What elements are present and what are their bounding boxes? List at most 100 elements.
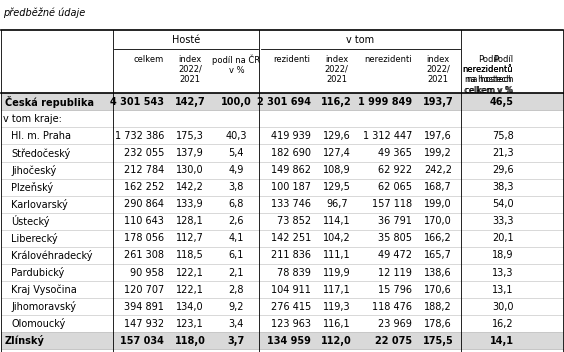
Text: Kraj Vysočina: Kraj Vysočina <box>11 284 77 295</box>
Text: Olomoucký: Olomoucký <box>11 318 65 329</box>
Text: index
2022/
2021: index 2022/ 2021 <box>426 55 450 84</box>
Text: 188,2: 188,2 <box>424 302 452 312</box>
Text: Středočeský: Středočeský <box>11 147 70 158</box>
Text: 3,8: 3,8 <box>228 182 244 192</box>
Text: Česká republika: Česká republika <box>5 96 94 108</box>
Text: 122,1: 122,1 <box>176 268 204 277</box>
Text: 129,6: 129,6 <box>323 131 351 141</box>
Text: 20,1: 20,1 <box>492 233 514 243</box>
Text: 134,0: 134,0 <box>177 302 204 312</box>
Text: 142,7: 142,7 <box>175 97 205 107</box>
Text: 100,0: 100,0 <box>221 97 252 107</box>
Text: 6,1: 6,1 <box>228 251 244 260</box>
Text: 199,2: 199,2 <box>424 148 452 158</box>
Text: 123 963: 123 963 <box>271 319 311 329</box>
Text: Plzeňský: Plzeňský <box>11 182 54 193</box>
Text: 3,4: 3,4 <box>228 319 244 329</box>
Text: nerezidenti: nerezidenti <box>364 55 412 64</box>
Text: 16,2: 16,2 <box>492 319 514 329</box>
Text: 178 056: 178 056 <box>124 233 164 243</box>
Text: 112,0: 112,0 <box>321 336 352 346</box>
Text: 2,1: 2,1 <box>228 268 244 277</box>
Text: Hl. m. Praha: Hl. m. Praha <box>11 131 71 141</box>
Text: 104,2: 104,2 <box>323 233 351 243</box>
Text: 419 939: 419 939 <box>271 131 311 141</box>
Text: 118,0: 118,0 <box>175 336 205 346</box>
Text: 18,9: 18,9 <box>492 251 514 260</box>
Text: 162 252: 162 252 <box>124 182 164 192</box>
Text: 147 932: 147 932 <box>124 319 164 329</box>
Text: 29,6: 29,6 <box>492 165 514 175</box>
Text: 2,8: 2,8 <box>228 285 244 295</box>
Text: 118,5: 118,5 <box>176 251 204 260</box>
Text: 73 852: 73 852 <box>276 216 311 226</box>
Text: rezidenti: rezidenti <box>273 55 310 64</box>
Text: 40,3: 40,3 <box>226 131 247 141</box>
Text: celkem: celkem <box>133 55 164 64</box>
Text: 165,7: 165,7 <box>424 251 452 260</box>
Text: 46,5: 46,5 <box>490 97 514 107</box>
Text: v tom kraje:: v tom kraje: <box>3 114 62 124</box>
Text: 75,8: 75,8 <box>492 131 514 141</box>
Text: 138,6: 138,6 <box>425 268 452 277</box>
Text: 212 784: 212 784 <box>124 165 164 175</box>
Text: 1 732 386: 1 732 386 <box>114 131 164 141</box>
Text: 1 312 447: 1 312 447 <box>363 131 412 141</box>
Text: 142,2: 142,2 <box>176 182 204 192</box>
Text: 4,9: 4,9 <box>228 165 244 175</box>
Text: 170,0: 170,0 <box>424 216 452 226</box>
Text: 114,1: 114,1 <box>323 216 350 226</box>
Text: 122,1: 122,1 <box>176 285 204 295</box>
Text: 157 034: 157 034 <box>120 336 164 346</box>
Text: 14,1: 14,1 <box>490 336 514 346</box>
Text: 168,7: 168,7 <box>424 182 452 192</box>
Text: 9,2: 9,2 <box>228 302 244 312</box>
Text: 96,7: 96,7 <box>326 199 347 209</box>
Text: 242,2: 242,2 <box>424 165 452 175</box>
Text: Zlínský: Zlínský <box>5 335 45 346</box>
Text: 117,1: 117,1 <box>323 285 351 295</box>
Text: Podíl
nerezidentů
na hostech
celkem v %: Podíl nerezidentů na hostech celkem v % <box>462 55 513 95</box>
Text: 62 922: 62 922 <box>378 165 412 175</box>
Text: 199,0: 199,0 <box>425 199 452 209</box>
Text: 137,9: 137,9 <box>176 148 204 158</box>
Text: 178,6: 178,6 <box>424 319 452 329</box>
Text: 13,3: 13,3 <box>492 268 514 277</box>
Text: Karlovarský: Karlovarský <box>11 199 68 210</box>
Text: Královéhradecký: Královéhradecký <box>11 250 93 261</box>
Text: 120 707: 120 707 <box>124 285 164 295</box>
Text: 116,1: 116,1 <box>323 319 350 329</box>
Text: 133 746: 133 746 <box>271 199 311 209</box>
Text: index
2022/
2021: index 2022/ 2021 <box>178 55 202 84</box>
Text: 6,8: 6,8 <box>228 199 244 209</box>
Text: 4,1: 4,1 <box>228 233 244 243</box>
Text: Hosté: Hosté <box>172 34 200 45</box>
Bar <box>1 93 563 110</box>
Text: 123,1: 123,1 <box>176 319 204 329</box>
Text: podíl na ČR
v %: podíl na ČR v % <box>212 55 261 75</box>
Text: 15 796: 15 796 <box>378 285 412 295</box>
Text: 394 891: 394 891 <box>124 302 164 312</box>
Text: 119,3: 119,3 <box>323 302 350 312</box>
Text: 78 839: 78 839 <box>277 268 311 277</box>
Text: Jihomoravský: Jihomoravský <box>11 301 76 312</box>
Text: 100 187: 100 187 <box>271 182 311 192</box>
Text: v tom: v tom <box>346 34 374 45</box>
Text: 118 476: 118 476 <box>372 302 412 312</box>
Text: 38,3: 38,3 <box>492 182 514 192</box>
Text: 157 118: 157 118 <box>372 199 412 209</box>
Text: Pardubický: Pardubický <box>11 267 64 278</box>
Text: 197,6: 197,6 <box>424 131 452 141</box>
Text: index
2022/
2021: index 2022/ 2021 <box>325 55 349 84</box>
Text: 128,1: 128,1 <box>176 216 204 226</box>
Text: 33,3: 33,3 <box>492 216 514 226</box>
Text: 166,2: 166,2 <box>424 233 452 243</box>
Text: 13,1: 13,1 <box>492 285 514 295</box>
Text: 2 301 694: 2 301 694 <box>257 97 311 107</box>
Text: 170,6: 170,6 <box>424 285 452 295</box>
Text: 133,9: 133,9 <box>177 199 204 209</box>
Text: 127,4: 127,4 <box>323 148 351 158</box>
Text: 110 643: 110 643 <box>124 216 164 226</box>
Text: 30,0: 30,0 <box>492 302 514 312</box>
Text: 232 055: 232 055 <box>124 148 164 158</box>
